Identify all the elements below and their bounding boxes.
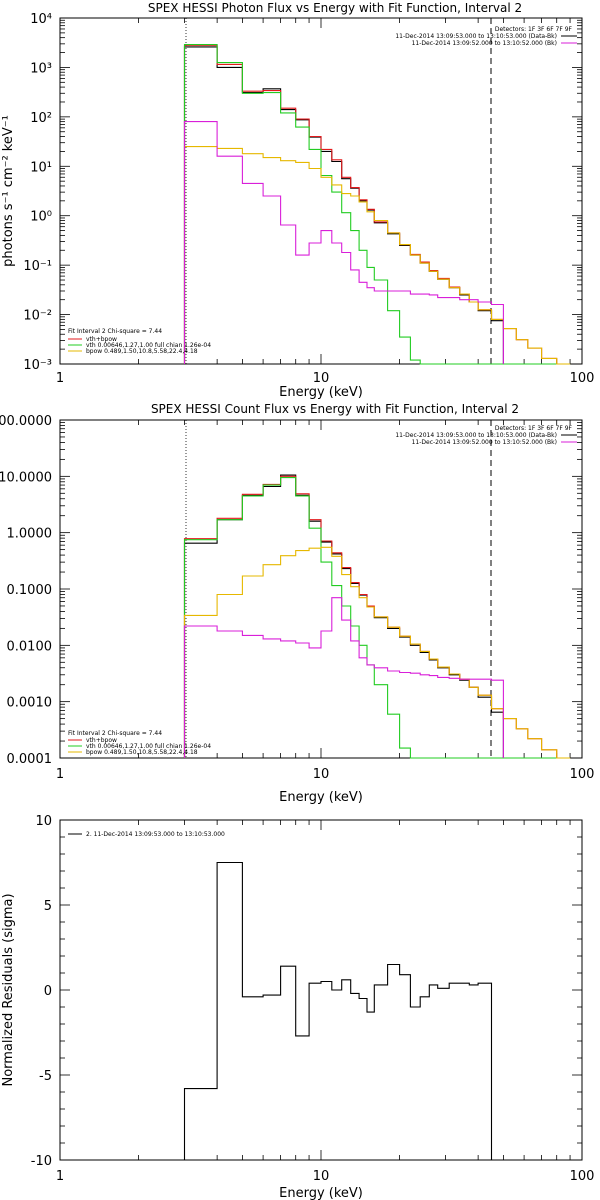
series-data-bk: [183, 474, 504, 758]
count-y-tick-labels: 0.0001 0.0010 0.0100 0.1000 1.0000 10.0000 100…: [0, 414, 52, 767]
residuals-x-tick-10: 10: [313, 1169, 330, 1184]
photon-legend-top: Detectors: 1F 3F 6F 7F 9F 11-Dec-2014 13…: [395, 26, 577, 47]
residuals-panel: 1 10 100 Energy (keV) Normalized Residua…: [1, 814, 594, 1200]
count-legend-fit-header: Fit Interval 2 Chi-square = 7.44: [68, 730, 162, 737]
y-tick-label: 10⁻³: [23, 358, 52, 373]
y-tick-label: 0.1000: [7, 583, 53, 598]
photon-flux-ticks: [59, 17, 582, 365]
residuals-x-axis-label: Energy (keV): [279, 1186, 363, 1200]
y-tick-label: 0: [44, 984, 52, 999]
series-bk: [183, 597, 504, 758]
y-tick-label: -10: [31, 1154, 52, 1169]
photon-x-tick-1: 1: [56, 371, 64, 386]
y-tick-label: 10⁰: [30, 210, 52, 225]
series-2-11-dec-2014-13-09-53-000-to-13-10-53-000: [183, 861, 493, 1160]
series-vth: [183, 44, 571, 365]
y-tick-label: 100.0000: [0, 414, 52, 429]
y-tick-label: 10⁻²: [23, 309, 52, 324]
photon-flux-title: SPEX HESSI Photon Flux vs Energy with Fi…: [148, 1, 522, 15]
count-x-axis-label: Energy (keV): [279, 790, 363, 805]
photon-legend-fit-header: Fit Interval 2 Chi-square = 7.44: [68, 328, 162, 335]
count-flux-title: SPEX HESSI Count Flux vs Energy with Fit…: [151, 402, 519, 416]
photon-legend-bpow-text: bpow 0.489,1.50,10.8,5.58,22.4,4.18: [86, 348, 198, 355]
residuals-legend-text: 2. 11-Dec-2014 13:09:53.000 to 13:10:53.…: [86, 831, 225, 838]
count-legend-bottom: Fit Interval 2 Chi-square = 7.44 vth+bpo…: [68, 730, 211, 756]
photon-flux-series: [183, 44, 571, 365]
count-legend-vth-text: vth 0.00646,1.27,1.00 full chian 1.26e-0…: [86, 743, 211, 750]
count-legend-vthbpow-text: vth+bpow: [86, 737, 117, 744]
series-vth: [183, 477, 571, 759]
y-tick-label: 5: [44, 899, 52, 914]
count-legend-top: Detectors: 1F 3F 6F 7F 9F 11-Dec-2014 13…: [395, 425, 577, 446]
photon-x-tick-10: 10: [313, 371, 330, 386]
residuals-x-tick-100: 100: [570, 1169, 595, 1184]
count-legend-detectors: Detectors: 1F 3F 6F 7F 9F: [495, 425, 573, 432]
residuals-series: [183, 861, 493, 1160]
residuals-plot-frame: [59, 819, 583, 1161]
y-tick-label: 10⁴: [30, 12, 52, 27]
series-bk: [183, 121, 504, 364]
count-flux-ticks: [59, 419, 582, 759]
series-data-bk: [183, 46, 504, 364]
y-tick-label: 10²: [30, 111, 52, 126]
photon-flux-panel: SPEX HESSI Photon Flux vs Energy with Fi…: [1, 1, 594, 400]
photon-legend-bottom: Fit Interval 2 Chi-square = 7.44 vth+bpo…: [68, 328, 211, 355]
photon-legend-detectors: Detectors: 1F 3F 6F 7F 9F: [495, 26, 573, 33]
count-flux-series: [183, 474, 571, 759]
y-tick-label: 0.0010: [7, 696, 53, 711]
photon-x-axis-label: Energy (keV): [279, 385, 363, 400]
y-tick-label: -5: [39, 1069, 52, 1084]
series-bpow: [183, 546, 571, 759]
residuals-y-axis-label: Normalized Residuals (sigma): [1, 893, 16, 1086]
y-tick-label: 0.0100: [7, 639, 53, 654]
photon-legend-vthbpow-text: vth+bpow: [86, 336, 117, 343]
y-tick-label: 10⁻¹: [23, 259, 52, 274]
photon-legend-bk-text: 11-Dec-2014 13:09:52.000 to 13:10:52.000…: [412, 40, 557, 47]
residuals-ticks: [59, 819, 582, 1161]
count-x-tick-1: 1: [56, 767, 64, 782]
y-tick-label: 1.0000: [7, 527, 53, 542]
photon-legend-vth-text: vth 0.00646,1.27,1.00 full chian 1.26e-0…: [86, 342, 211, 349]
residuals-x-tick-1: 1: [56, 1169, 64, 1184]
y-tick-label: 0.0001: [7, 752, 53, 767]
count-flux-panel: SPEX HESSI Count Flux vs Energy with Fit…: [0, 402, 594, 805]
y-tick-label: 10: [35, 814, 52, 829]
y-tick-label: 10.0000: [0, 470, 52, 485]
count-x-tick-100: 100: [570, 767, 595, 782]
photon-y-axis-label: photons s⁻¹ cm⁻² keV⁻¹: [1, 115, 16, 267]
count-legend-data-text: 11-Dec-2014 13:09:53.000 to 13:10:53.000…: [395, 432, 557, 439]
count-x-tick-10: 10: [313, 767, 330, 782]
photon-legend-data-text: 11-Dec-2014 13:09:53.000 to 13:10:53.000…: [395, 33, 557, 40]
count-legend-bk-text: 11-Dec-2014 13:09:52.000 to 13:10:52.000…: [412, 439, 557, 446]
photon-y-tick-labels: 10⁻³ 10⁻² 10⁻¹ 10⁰ 10¹ 10² 10³ 10⁴: [23, 12, 52, 373]
photon-x-tick-100: 100: [570, 371, 595, 386]
y-tick-label: 10³: [30, 61, 52, 76]
count-legend-bpow-text: bpow 0.489,1.50,10.8,5.58,22.4,4.18: [86, 749, 198, 756]
y-tick-label: 10¹: [30, 160, 52, 175]
residuals-y-tick-labels: -10 -5 0 5 10: [31, 814, 52, 1169]
